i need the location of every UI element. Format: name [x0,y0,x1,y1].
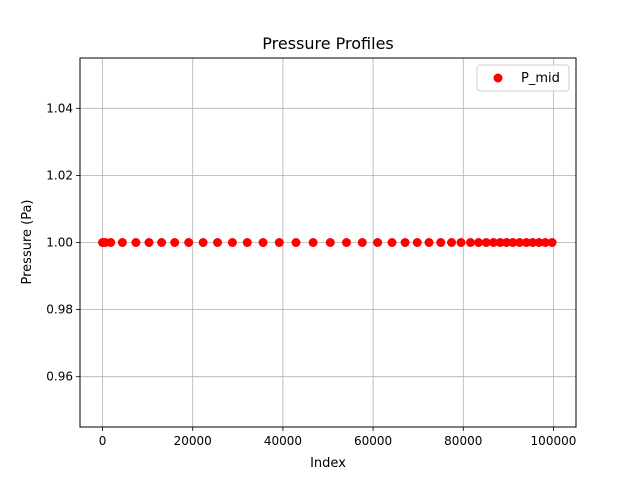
data-point [400,238,410,247]
y-tick-label: 1.04 [46,101,73,115]
data-point [117,238,127,247]
data-point [291,238,301,247]
data-point [131,238,141,247]
data-point [547,238,557,247]
data-point [274,238,284,247]
legend: P_mid [476,64,570,92]
data-point [106,238,116,247]
y-tick-label: 0.96 [46,370,73,384]
data-point [341,238,351,247]
x-tick-label: 80000 [444,434,482,448]
data-point [540,238,550,247]
data-point [436,238,446,247]
data-point [144,238,154,247]
data-point [184,238,194,247]
x-axis-ticks: 0 20000 40000 60000 80000 100000 [99,427,577,448]
data-point [357,238,367,247]
data-point [495,238,505,247]
legend-label-p-mid: P_mid [521,71,560,86]
y-axis-ticks: 0.96 0.98 1.00 1.02 1.04 [46,101,80,384]
data-point [242,238,252,247]
y-tick-label: 1.02 [46,168,73,182]
data-point [502,238,512,247]
y-axis-label: Pressure (Pa) [20,199,35,284]
data-point [213,238,223,247]
data-point [521,238,531,247]
data-point [528,238,538,247]
data-point [227,238,237,247]
data-point [387,238,397,247]
data-point [474,238,484,247]
data-point [508,238,518,247]
data-point [157,238,167,247]
data-point [456,238,466,247]
data-point [424,238,434,247]
legend-frame [476,64,570,92]
data-point [198,238,208,247]
data-point [170,238,180,247]
data-points [98,238,557,247]
data-point [465,238,475,247]
data-point [515,238,525,247]
x-tick-label: 20000 [174,434,212,448]
data-point [447,238,457,247]
data-point [488,238,498,247]
x-tick-label: 0 [99,434,107,448]
legend-marker-p-mid [493,73,503,83]
x-tick-label: 40000 [264,434,302,448]
data-point [258,238,268,247]
y-tick-label: 1.00 [46,236,73,250]
data-point [412,238,422,247]
x-axis-label: Index [310,456,346,471]
chart-title: Pressure Profiles [262,34,394,53]
data-point [373,238,383,247]
data-point [534,238,544,247]
data-point [308,238,318,247]
x-tick-label: 60000 [354,434,392,448]
x-tick-label: 100000 [531,434,577,448]
data-point [325,238,335,247]
data-point [481,238,491,247]
y-tick-label: 0.98 [46,303,73,317]
